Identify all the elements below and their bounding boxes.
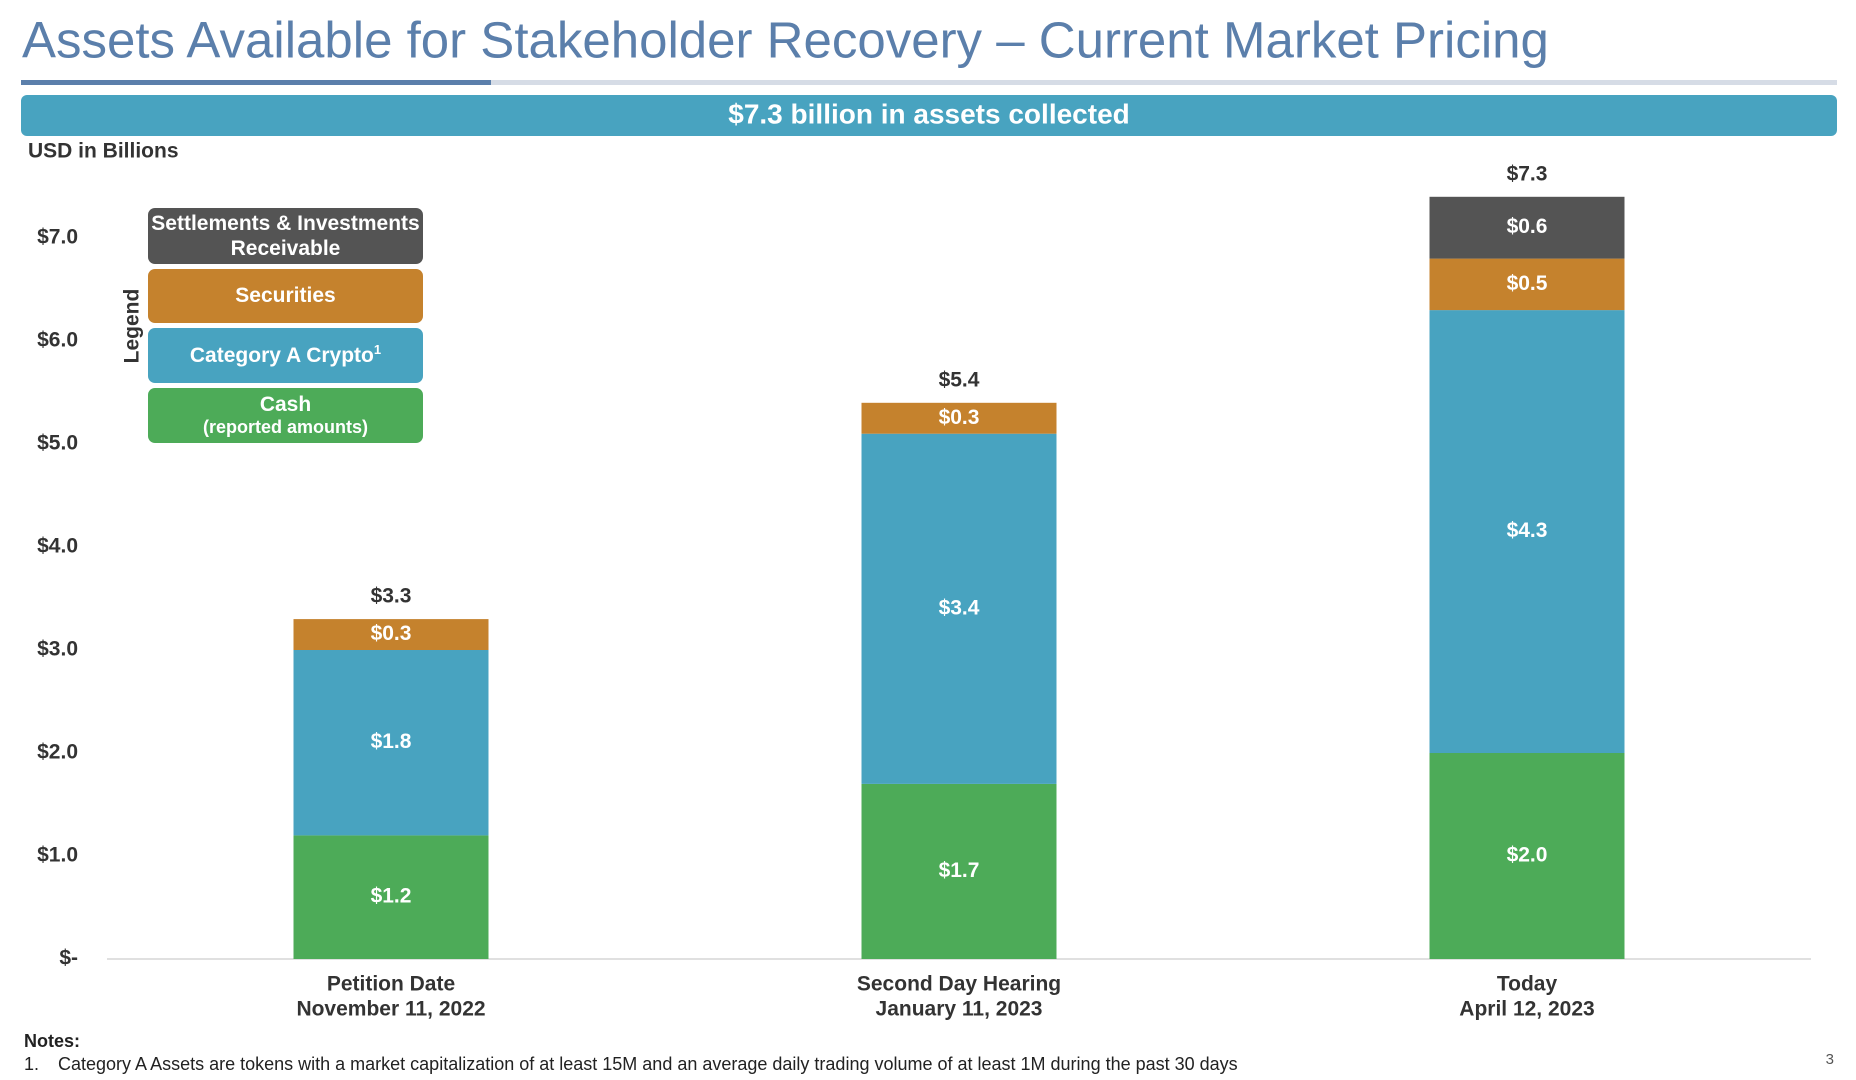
value-label: $0.3 [371,622,412,645]
x-tick-label: Second Day Hearing [857,973,1061,996]
legend-text: Securities [235,284,336,308]
legend-item: Settlements & Investments Receivable [148,208,423,264]
legend-text: Settlements & Investments Receivable [151,211,420,260]
legend-label: Category A Crypto1 [148,342,423,368]
legend-item: Category A Crypto1 [148,328,423,383]
y-tick-label: $4.0 [37,535,78,558]
total-label: $7.3 [1507,162,1548,185]
x-tick-label: November 11, 2022 [296,998,485,1021]
value-label: $1.2 [371,885,412,908]
bar-segment [1429,310,1625,753]
bar-segment [861,783,1057,959]
title-rule-light [491,80,1837,85]
value-label: $4.3 [1507,519,1548,542]
value-label: $3.4 [939,596,980,619]
legend-item: Securities [148,269,423,323]
x-tick-label: January 11, 2023 [876,998,1043,1021]
y-tick-label: $2.0 [37,741,78,764]
legend-text: Category A Crypto [189,344,374,368]
legend-note: (reported amounts) [202,417,368,438]
footnote-mark: 1 [373,342,382,358]
legend-label: Cash [148,392,423,417]
legend-item: Cash (reported amounts) [148,388,423,443]
legend-label: Settlements & Investments Receivable [148,211,423,261]
note-text: Category A Assets are tokens with a mark… [58,1054,1238,1074]
legend-title: Legend [121,289,144,364]
y-tick-label: $6.0 [37,329,78,352]
bar-segment [1429,753,1625,959]
y-tick-label: $1.0 [37,844,78,867]
bar-segment [293,835,489,959]
bar-segment [1429,196,1625,259]
banner-text: $7.3 billion in assets collected [728,98,1130,129]
x-tick-label: Today [1497,973,1558,996]
bar-segment [1429,258,1625,311]
legend-label: Securities [148,283,423,308]
y-tick-label: $3.0 [37,638,78,661]
y-axis-label: USD in Billions [28,140,179,163]
bar-segment [861,433,1057,784]
x-tick-label: Petition Date [327,973,455,996]
legend-text: Cash [259,393,312,417]
value-label: $0.3 [939,406,980,429]
bar-segment [293,650,489,836]
note-number: 1. [24,1054,39,1074]
banner [21,95,1837,136]
x-tick-label: April 12, 2023 [1459,998,1594,1021]
slide-title: Assets Available for Stakeholder Recover… [22,11,1549,68]
y-tick-label: $- [59,947,78,970]
page-number: 3 [1826,1051,1834,1068]
bar-segment [861,402,1057,434]
total-label: $5.4 [939,368,980,391]
value-label: $1.7 [939,859,980,882]
title-rule [21,80,491,85]
notes-title: Notes: [24,1031,80,1051]
value-label: $2.0 [1507,844,1548,867]
legend: Settlements & Investments Receivable Secu… [148,208,423,448]
y-tick-label: $7.0 [37,226,78,249]
y-tick-label: $5.0 [37,432,78,455]
total-label: $3.3 [371,585,412,608]
value-label: $0.5 [1507,272,1548,295]
bar-segment [293,619,489,650]
value-label: $0.6 [1507,215,1548,238]
value-label: $1.8 [371,730,412,753]
